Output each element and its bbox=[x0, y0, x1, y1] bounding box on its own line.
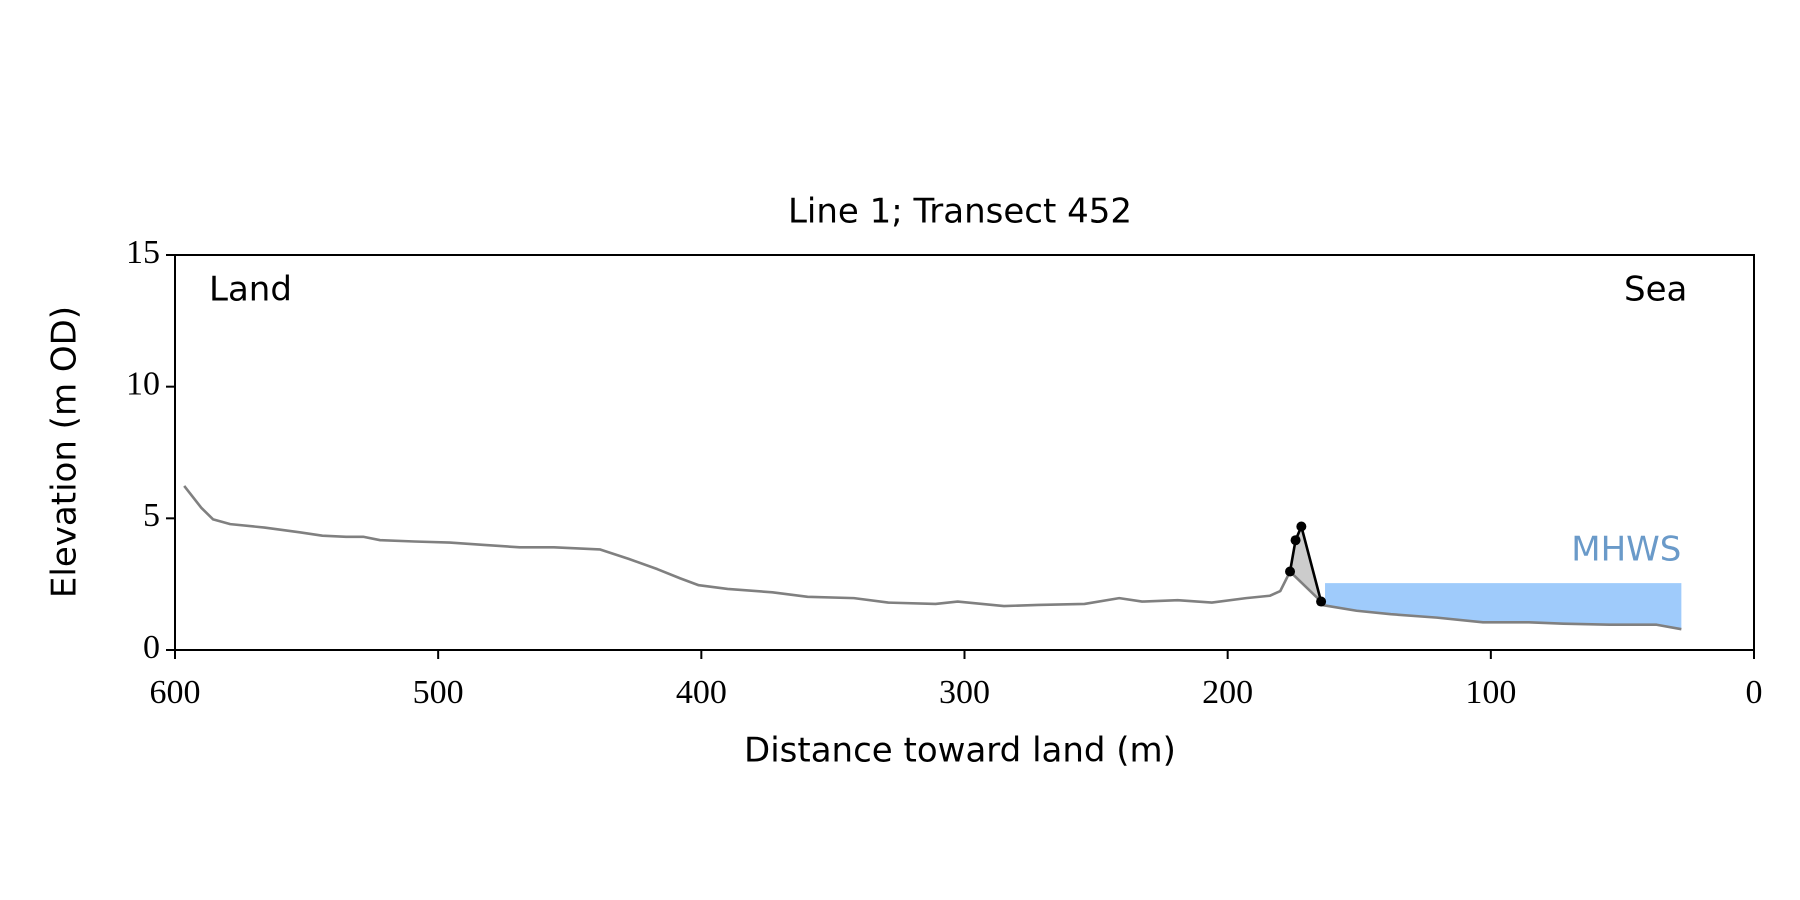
dune-point bbox=[1285, 566, 1296, 577]
dune-line bbox=[1288, 525, 1323, 602]
x-tick-label: 200 bbox=[1202, 674, 1253, 711]
dune-point bbox=[1316, 596, 1327, 607]
dune-point bbox=[1290, 535, 1301, 546]
annotation: Sea bbox=[1624, 270, 1687, 310]
dune-area bbox=[1290, 526, 1322, 602]
x-tick-label: 500 bbox=[413, 674, 464, 711]
y-tick-label: 15 bbox=[126, 234, 160, 271]
x-tick-label: 0 bbox=[1746, 674, 1763, 711]
x-tick-label: 600 bbox=[150, 674, 201, 711]
y-tick-label: 10 bbox=[126, 365, 160, 402]
annotation: Land bbox=[209, 270, 292, 310]
x-tick-label: 100 bbox=[1465, 674, 1516, 711]
y-tick-label: 0 bbox=[143, 629, 160, 666]
x-axis-label: Distance toward land (m) bbox=[744, 731, 1176, 771]
mhws-label: MHWS bbox=[1571, 530, 1681, 570]
x-tick-label: 400 bbox=[676, 674, 727, 711]
profile-line bbox=[183, 485, 1682, 631]
x-tick-label: 300 bbox=[939, 674, 990, 711]
chart-title: Line 1; Transect 452 bbox=[788, 192, 1132, 232]
mhws-band bbox=[1325, 583, 1682, 630]
y-tick-label: 5 bbox=[143, 497, 160, 534]
dune-point bbox=[1296, 521, 1307, 532]
y-axis-label: Elevation (m OD) bbox=[45, 306, 85, 598]
